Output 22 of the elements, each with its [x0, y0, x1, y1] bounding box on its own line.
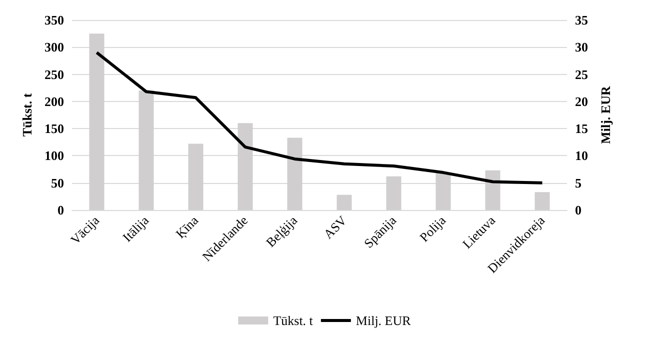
- y2-tick-label: 30: [575, 40, 588, 55]
- y-tick-label: 200: [44, 94, 64, 109]
- line-series: [95, 51, 544, 184]
- y-tick-label: 0: [58, 202, 64, 218]
- legend-label: Tūkst. t: [273, 313, 314, 328]
- y-tick-label: 150: [44, 121, 64, 136]
- y-axis-title: Tūkst. t: [20, 92, 35, 137]
- y-tick-label: 350: [44, 12, 64, 28]
- y2-tick-label: 35: [575, 12, 588, 28]
- y2-axis-title: Milj. EUR: [598, 86, 613, 144]
- y-tick-label: 50: [51, 175, 64, 190]
- y-tick-label: 300: [44, 40, 64, 55]
- y2-tick-label: 10: [575, 148, 588, 164]
- y-tick-label: 250: [44, 66, 64, 82]
- legend-label: Milj. EUR: [356, 313, 412, 328]
- x-tick-label: Ķīna: [172, 212, 202, 242]
- y-tick-label: 100: [44, 148, 64, 164]
- y2-tick-label: 5: [575, 175, 582, 190]
- y2-tick-label: 15: [575, 121, 588, 136]
- y2-tick-label: 25: [575, 66, 588, 82]
- y2-tick-label: 0: [575, 202, 582, 218]
- y2-tick-label: 20: [575, 94, 588, 109]
